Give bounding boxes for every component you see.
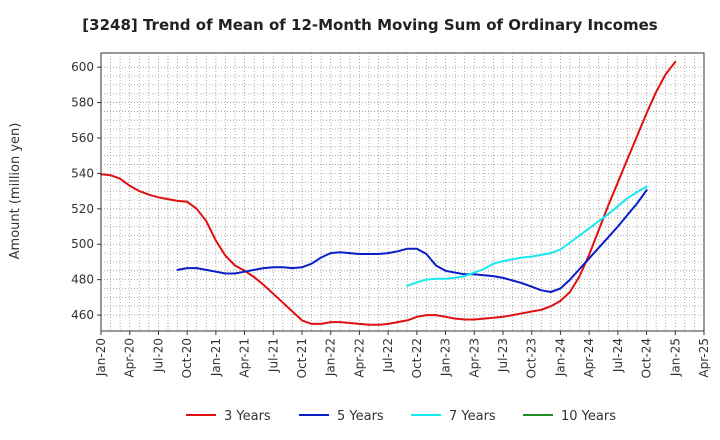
x-tick-label: Jul-21	[266, 338, 280, 373]
x-tick-label: Jul-23	[496, 338, 510, 373]
legend-label-3-years: 3 Years	[224, 409, 271, 424]
chart-title: [3248] Trend of Mean of 12-Month Moving …	[82, 16, 657, 34]
series-line-5-years	[176, 189, 648, 293]
series-line-7-years	[406, 185, 648, 287]
plot-area	[100, 52, 705, 332]
y-tick-labels: 460 480 500 520 540 560 580 600	[71, 60, 101, 322]
legend-label-5-years: 5 Years	[337, 409, 384, 424]
y-tick-label: 500	[71, 237, 94, 251]
series-line-3-years	[100, 60, 677, 326]
x-tick-label: Jan-24	[553, 338, 567, 377]
y-tick-label: 460	[71, 308, 94, 322]
x-tick-label: Apr-23	[467, 338, 481, 378]
x-tick-label: Jul-24	[611, 338, 625, 373]
y-tick-label: 480	[71, 273, 94, 287]
x-tick-labels: Jan-20 Apr-20 Jul-20 Oct-20 Jan-21 Apr-21 Jul-…	[94, 331, 711, 378]
x-tick-label: Jan-23	[439, 338, 453, 377]
x-tick-label: Oct-24	[640, 338, 654, 378]
legend: 3 Years 5 Years 7 Years 10 Years	[186, 409, 616, 424]
x-tick-label: Apr-25	[697, 338, 711, 378]
x-tick-label: Apr-22	[352, 338, 366, 378]
x-tick-label: Apr-24	[582, 338, 596, 378]
y-axis-label: Amount (million yen)	[8, 123, 23, 260]
y-tick-label: 540	[71, 166, 94, 180]
x-tick-label: Apr-21	[238, 338, 252, 378]
y-tick-label: 560	[71, 131, 94, 145]
x-tick-label: Jan-22	[324, 338, 338, 377]
x-tick-label: Oct-23	[525, 338, 539, 378]
series-layer	[100, 60, 677, 326]
x-tick-label: Jan-20	[94, 338, 108, 377]
y-tick-label: 520	[71, 202, 94, 216]
x-tick-label: Jan-25	[668, 338, 682, 377]
x-tick-label: Oct-20	[180, 338, 194, 378]
x-tick-label: Jul-20	[151, 338, 165, 373]
y-tick-label: 600	[71, 60, 94, 74]
legend-label-7-years: 7 Years	[449, 409, 496, 424]
x-tick-label: Oct-21	[295, 338, 309, 378]
x-tick-label: Jan-21	[209, 338, 223, 377]
legend-label-10-years: 10 Years	[561, 409, 616, 424]
x-tick-label: Apr-20	[123, 338, 137, 378]
x-tick-label: Jul-22	[381, 338, 395, 373]
x-tick-label: Oct-22	[410, 338, 424, 378]
grid-lines	[100, 53, 705, 331]
y-tick-label: 580	[71, 96, 94, 110]
